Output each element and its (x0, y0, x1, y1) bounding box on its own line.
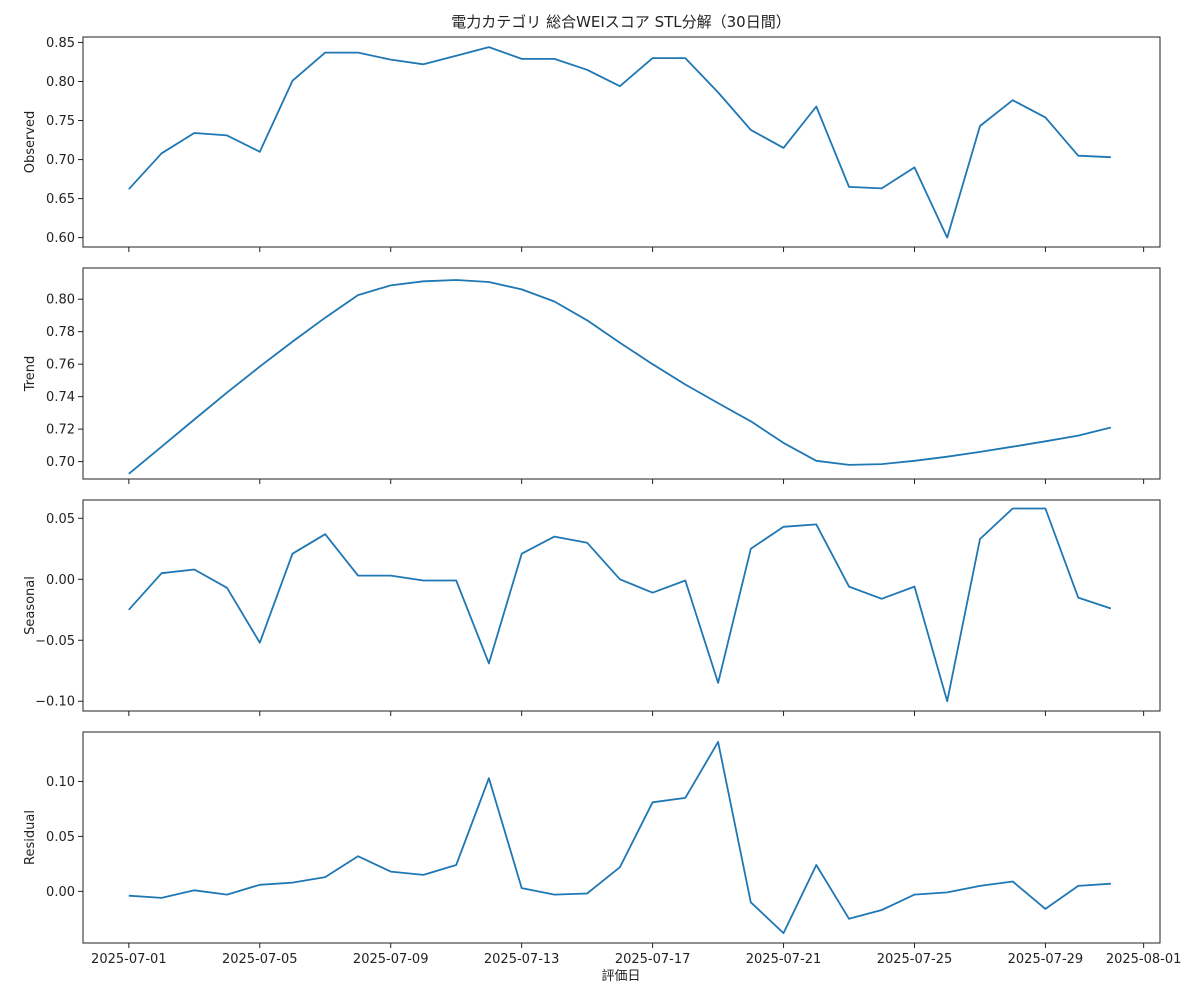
y-tick-label-0-1: 0.65 (46, 192, 75, 207)
x-tick-label-8: 2025-08-01 (1106, 952, 1182, 967)
x-tick-label-0: 2025-07-01 (91, 952, 167, 967)
y-tick-label-0-3: 0.75 (46, 114, 75, 129)
y-tick-label-3-1: 0.05 (46, 830, 75, 845)
x-tick-label-6: 2025-07-25 (877, 952, 953, 967)
y-tick-label-3-0: 0.00 (46, 885, 75, 900)
series-line-residual (128, 741, 1111, 934)
y-tick-label-1-0: 0.70 (46, 455, 75, 470)
x-tick-label-7: 2025-07-29 (1008, 952, 1084, 967)
y-tick-label-1-4: 0.78 (46, 325, 75, 340)
x-tick-label-3: 2025-07-13 (484, 952, 560, 967)
y-tick-label-1-3: 0.76 (46, 358, 75, 373)
y-tick-label-0-0: 0.60 (46, 231, 75, 246)
x-axis-label: 評価日 (601, 969, 640, 984)
series-line-observed (128, 46, 1111, 239)
y-axis-label-2: Seasonal (23, 576, 38, 635)
panel-frame-1 (82, 267, 1161, 480)
series-line-trend (128, 279, 1112, 475)
panel-frame-2 (82, 499, 1161, 712)
series-line-seasonal (128, 507, 1112, 703)
y-tick-label-2-1: −0.05 (35, 634, 75, 649)
y-tick-label-2-2: 0.00 (46, 573, 75, 588)
panel-frame-3 (82, 731, 1161, 944)
y-tick-label-1-5: 0.80 (46, 293, 75, 308)
x-tick-label-2: 2025-07-09 (353, 952, 429, 967)
x-tick-label-4: 2025-07-17 (615, 952, 691, 967)
y-tick-label-0-2: 0.70 (46, 153, 75, 168)
y-tick-label-1-2: 0.74 (46, 390, 75, 405)
y-axis-label-3: Residual (23, 810, 38, 865)
panel-frame-0 (82, 36, 1161, 248)
y-axis-label-1: Trend (23, 356, 38, 393)
y-axis-label-0: Observed (23, 111, 38, 174)
x-tick-label-1: 2025-07-05 (222, 952, 298, 967)
y-tick-label-3-2: 0.10 (46, 775, 75, 790)
y-tick-label-2-3: 0.05 (46, 512, 75, 527)
y-tick-label-0-5: 0.85 (46, 36, 75, 51)
y-tick-label-2-0: −0.10 (35, 695, 75, 710)
y-tick-label-0-4: 0.80 (46, 75, 75, 90)
x-tick-label-5: 2025-07-21 (746, 952, 822, 967)
chart-title: 電力カテゴリ 総合WEIスコア STL分解（30日間） (451, 13, 790, 31)
y-tick-label-1-1: 0.72 (46, 423, 75, 438)
